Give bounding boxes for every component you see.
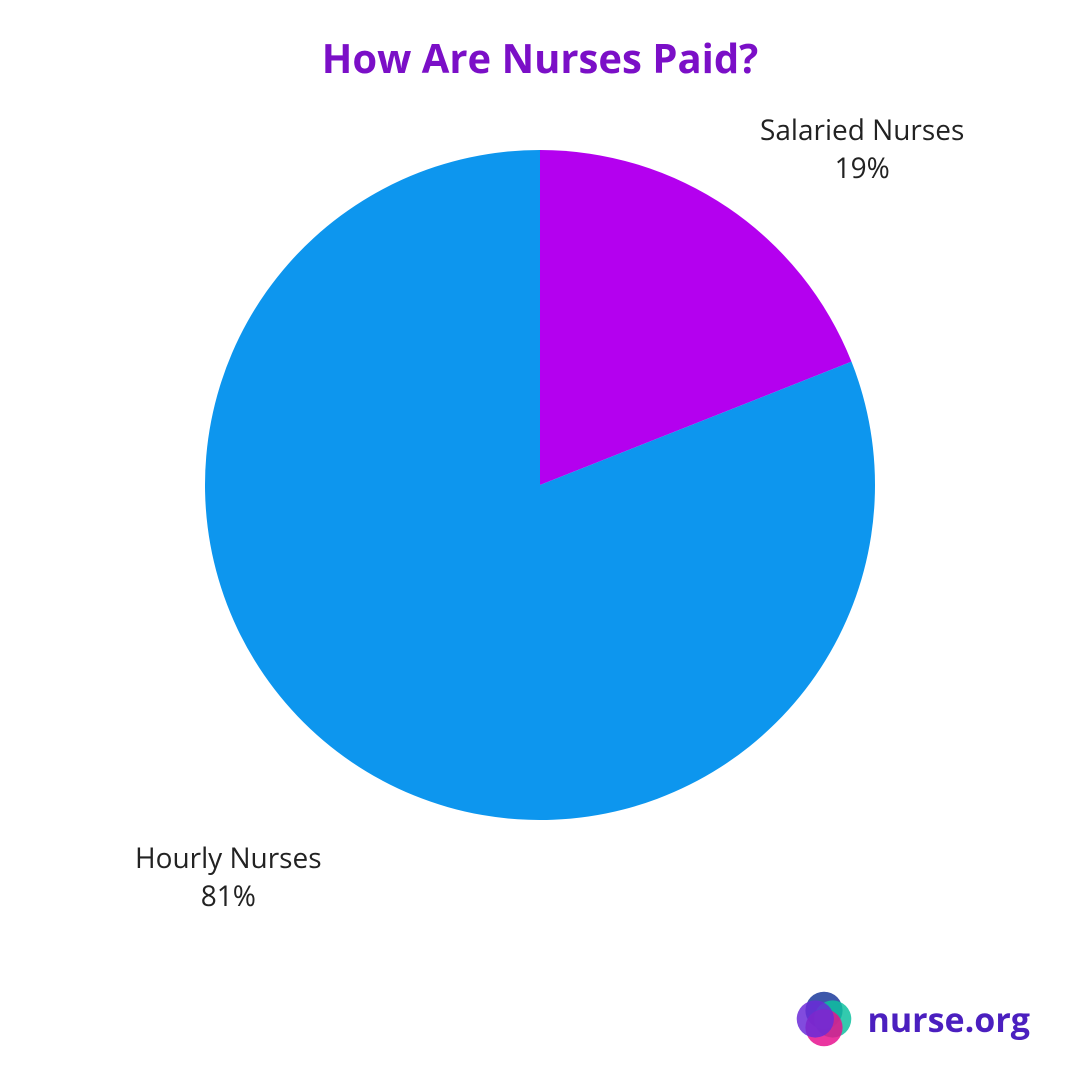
brand-footer: nurse.org bbox=[793, 988, 1030, 1050]
chart-title: How Are Nurses Paid? bbox=[0, 30, 1080, 85]
slice-label-salaried-percent: 19% bbox=[760, 150, 964, 188]
slice-label-salaried-name: Salaried Nurses bbox=[760, 112, 964, 150]
slice-label-hourly-name: Hourly Nurses bbox=[135, 840, 322, 878]
brand-text: nurse.org bbox=[867, 996, 1030, 1042]
pie-svg bbox=[205, 150, 875, 820]
pie-chart bbox=[205, 150, 875, 820]
slice-label-hourly-percent: 81% bbox=[135, 878, 322, 916]
slice-label-salaried: Salaried Nurses 19% bbox=[760, 112, 964, 188]
slice-label-hourly: Hourly Nurses 81% bbox=[135, 840, 322, 916]
brand-logo-icon bbox=[793, 988, 855, 1050]
